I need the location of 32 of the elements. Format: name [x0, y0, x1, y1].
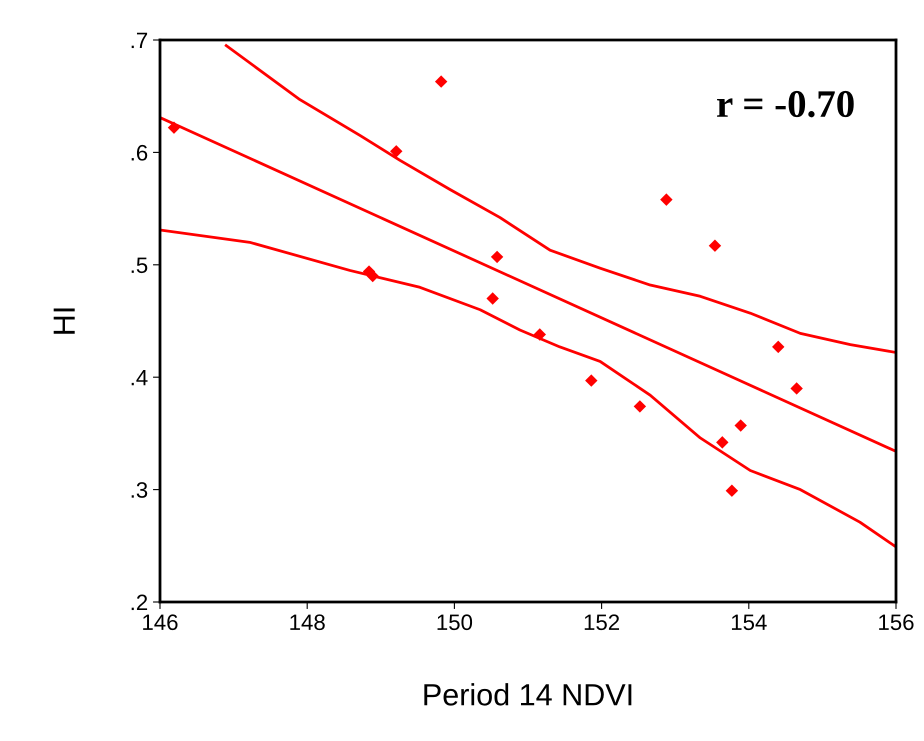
y-tick-label: .3: [132, 482, 148, 498]
point: [390, 145, 402, 158]
y-tick-label: .7: [132, 32, 148, 48]
x-tick-label: 156: [879, 614, 914, 630]
y-tick-label: .2: [132, 594, 148, 610]
point: [585, 374, 598, 387]
point: [660, 193, 673, 206]
line-series: [160, 228, 896, 548]
point: [490, 250, 504, 264]
y-tick-label: .5: [132, 258, 148, 274]
point: [708, 239, 722, 252]
line-series: [224, 44, 896, 354]
point: [634, 400, 646, 413]
x-tick-label: 154: [732, 614, 767, 630]
point: [434, 75, 448, 88]
y-axis-title: HI: [54, 308, 75, 334]
point: [726, 484, 738, 497]
point: [734, 419, 747, 432]
y-tick-label: .6: [132, 144, 148, 161]
annotation: r = -0.70: [717, 90, 854, 118]
x-tick-label: 152: [584, 614, 620, 630]
x-tick-label: 148: [290, 614, 325, 630]
point: [534, 328, 546, 341]
point: [716, 436, 729, 449]
point: [168, 121, 180, 134]
x-tick-label: 146: [143, 614, 178, 630]
y-tick-label: .4: [132, 370, 148, 386]
x-axis-title: Period 14 NDVI: [424, 683, 632, 706]
point: [790, 382, 803, 395]
point: [486, 292, 499, 305]
point: [772, 340, 784, 354]
x-tick-label: 150: [438, 614, 472, 630]
